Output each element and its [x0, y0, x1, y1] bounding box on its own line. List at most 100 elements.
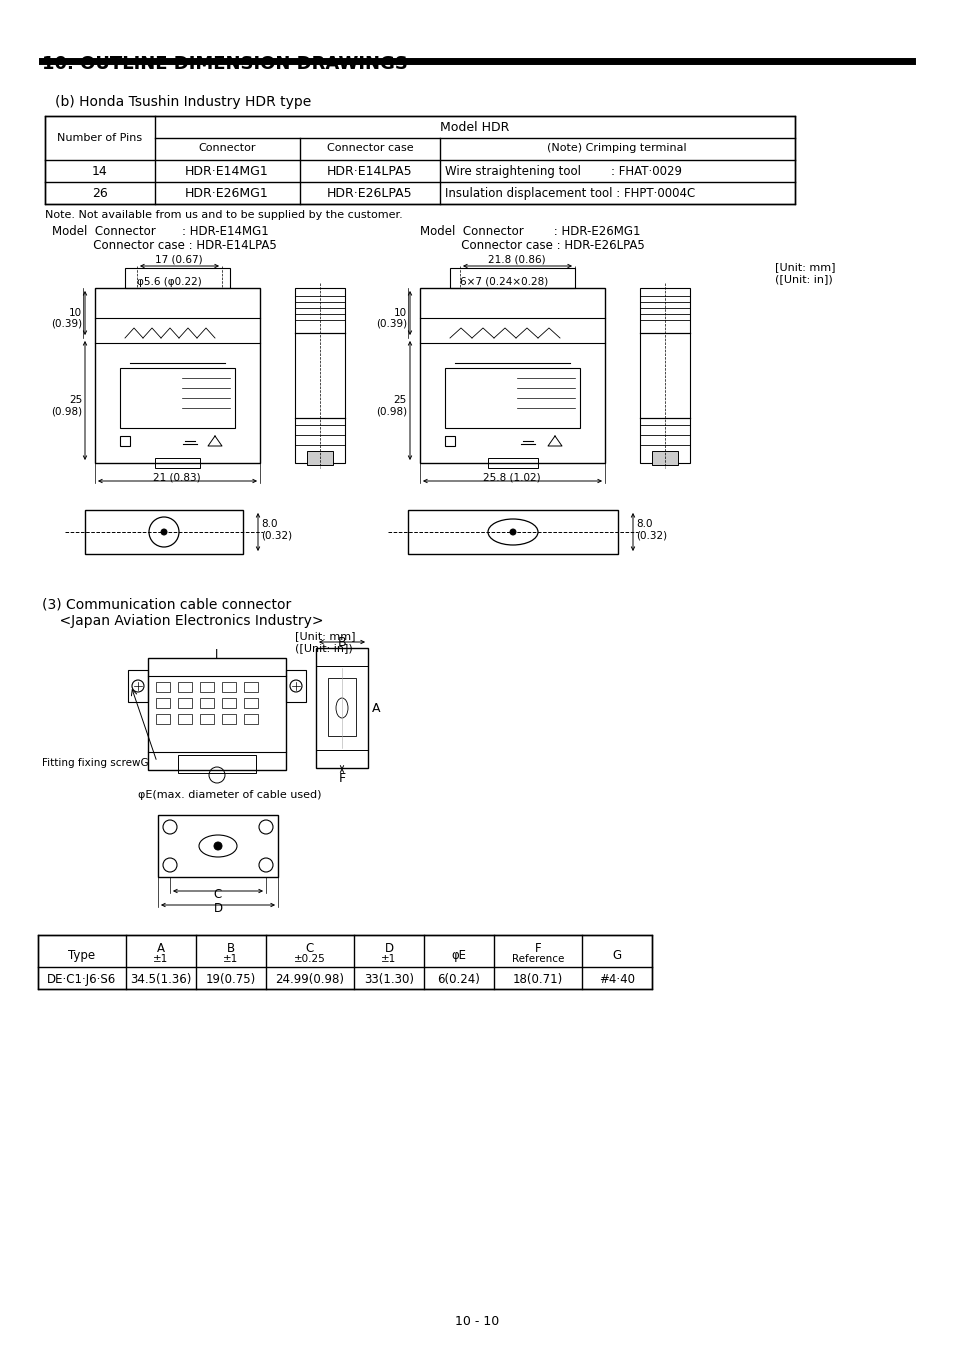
Text: ([Unit: in]): ([Unit: in]) — [774, 274, 832, 284]
Text: 18(0.71): 18(0.71) — [513, 973, 562, 985]
Text: 21 (0.83): 21 (0.83) — [153, 472, 200, 483]
Bar — [95, 288, 260, 463]
Text: (Note) Crimping terminal: (Note) Crimping terminal — [547, 143, 686, 153]
Text: I: I — [215, 648, 218, 662]
Bar — [125, 269, 230, 288]
Text: 6(0.24): 6(0.24) — [437, 973, 480, 985]
Bar — [639, 288, 689, 463]
Text: (0.39): (0.39) — [375, 319, 407, 328]
Text: HDR·E26LPA5: HDR·E26LPA5 — [327, 188, 413, 200]
Text: #4·40: #4·40 — [598, 973, 635, 985]
Bar — [38, 936, 651, 990]
Text: 8.0: 8.0 — [261, 518, 277, 529]
Bar — [222, 682, 235, 693]
Bar — [222, 714, 235, 724]
Text: 14: 14 — [92, 165, 108, 178]
Text: φ5.6 (φ0.22): φ5.6 (φ0.22) — [137, 277, 201, 288]
Bar — [244, 714, 257, 724]
Text: <Japan Aviation Electronics Industry>: <Japan Aviation Electronics Industry> — [42, 614, 323, 628]
Bar — [148, 657, 286, 769]
Text: HDR·E14MG1: HDR·E14MG1 — [185, 165, 269, 178]
Bar — [120, 436, 130, 446]
Text: 26: 26 — [92, 188, 108, 200]
Bar — [328, 678, 355, 736]
Text: (0.39): (0.39) — [51, 319, 82, 328]
Bar — [488, 458, 537, 468]
Text: Type: Type — [69, 949, 95, 963]
Bar — [450, 269, 575, 288]
Text: F: F — [534, 942, 540, 954]
Bar — [307, 451, 333, 464]
Text: (b) Honda Tsushin Industry HDR type: (b) Honda Tsushin Industry HDR type — [55, 95, 311, 109]
Text: Fitting fixing screwG: Fitting fixing screwG — [42, 757, 149, 768]
Bar — [178, 714, 192, 724]
Text: 33(1.30): 33(1.30) — [364, 973, 414, 985]
Text: Reference: Reference — [511, 954, 563, 964]
Text: B: B — [337, 636, 346, 649]
Text: 6×7 (0.24×0.28): 6×7 (0.24×0.28) — [459, 277, 548, 288]
Text: 25: 25 — [69, 396, 82, 405]
Text: 10. OUTLINE DIMENSION DRAWINGS: 10. OUTLINE DIMENSION DRAWINGS — [42, 55, 408, 73]
Text: (0.98): (0.98) — [375, 406, 407, 417]
Text: 10: 10 — [69, 308, 82, 319]
Bar — [444, 436, 455, 446]
Text: A: A — [157, 942, 165, 954]
Bar — [419, 288, 604, 463]
Text: Model HDR: Model HDR — [440, 122, 509, 134]
Text: ±1: ±1 — [153, 954, 169, 964]
Bar — [294, 288, 345, 463]
Text: Connector: Connector — [198, 143, 255, 153]
Text: 19(0.75): 19(0.75) — [206, 973, 255, 985]
Text: 21.8 (0.86): 21.8 (0.86) — [488, 255, 545, 265]
Bar — [244, 682, 257, 693]
Bar — [222, 698, 235, 707]
Text: Number of Pins: Number of Pins — [57, 134, 142, 143]
Bar — [45, 116, 794, 204]
Text: ([Unit: in]): ([Unit: in]) — [294, 643, 353, 653]
Bar — [200, 682, 213, 693]
Text: Connector case: Connector case — [326, 143, 413, 153]
Text: ±1: ±1 — [381, 954, 396, 964]
Text: HDR·E26MG1: HDR·E26MG1 — [185, 188, 269, 200]
Text: HDR·E14LPA5: HDR·E14LPA5 — [327, 165, 413, 178]
Text: Connector case : HDR-E14LPA5: Connector case : HDR-E14LPA5 — [52, 239, 276, 252]
Text: φE: φE — [451, 949, 466, 963]
Text: D: D — [213, 902, 222, 915]
Text: 24.99(0.98): 24.99(0.98) — [275, 973, 344, 985]
Text: (0.32): (0.32) — [261, 531, 292, 540]
Bar — [156, 682, 170, 693]
Text: D: D — [384, 942, 394, 954]
Bar — [244, 698, 257, 707]
Text: (3) Communication cable connector: (3) Communication cable connector — [42, 598, 291, 612]
Text: 17 (0.67): 17 (0.67) — [155, 255, 203, 265]
Text: Connector case : HDR-E26LPA5: Connector case : HDR-E26LPA5 — [419, 239, 644, 252]
Text: Model  Connector       : HDR-E14MG1: Model Connector : HDR-E14MG1 — [52, 225, 269, 238]
Text: F: F — [338, 772, 345, 784]
Bar — [178, 682, 192, 693]
Bar — [315, 648, 368, 768]
Text: (0.98): (0.98) — [51, 406, 82, 417]
Bar — [178, 698, 192, 707]
Bar — [286, 670, 306, 702]
Bar — [444, 369, 579, 428]
Bar — [200, 714, 213, 724]
Bar — [178, 755, 255, 774]
Bar — [200, 698, 213, 707]
Text: ±1: ±1 — [223, 954, 238, 964]
Text: DE·C1·J6·S6: DE·C1·J6·S6 — [48, 973, 116, 985]
Text: 8.0: 8.0 — [636, 518, 652, 529]
Circle shape — [510, 529, 516, 535]
Text: 10: 10 — [394, 308, 407, 319]
Bar — [120, 369, 234, 428]
Text: Wire straightening tool        : FHAT·0029: Wire straightening tool : FHAT·0029 — [444, 165, 681, 178]
Text: Note. Not available from us and to be supplied by the customer.: Note. Not available from us and to be su… — [45, 211, 402, 220]
Bar — [154, 458, 200, 468]
Text: [Unit: mm]: [Unit: mm] — [774, 262, 835, 271]
Text: C: C — [306, 942, 314, 954]
Bar — [128, 670, 148, 702]
Text: Model  Connector        : HDR-E26MG1: Model Connector : HDR-E26MG1 — [419, 225, 639, 238]
Text: [Unit: mm]: [Unit: mm] — [294, 630, 355, 641]
Text: 34.5(1.36): 34.5(1.36) — [131, 973, 192, 985]
Bar — [408, 510, 618, 554]
Text: ±0.25: ±0.25 — [294, 954, 326, 964]
